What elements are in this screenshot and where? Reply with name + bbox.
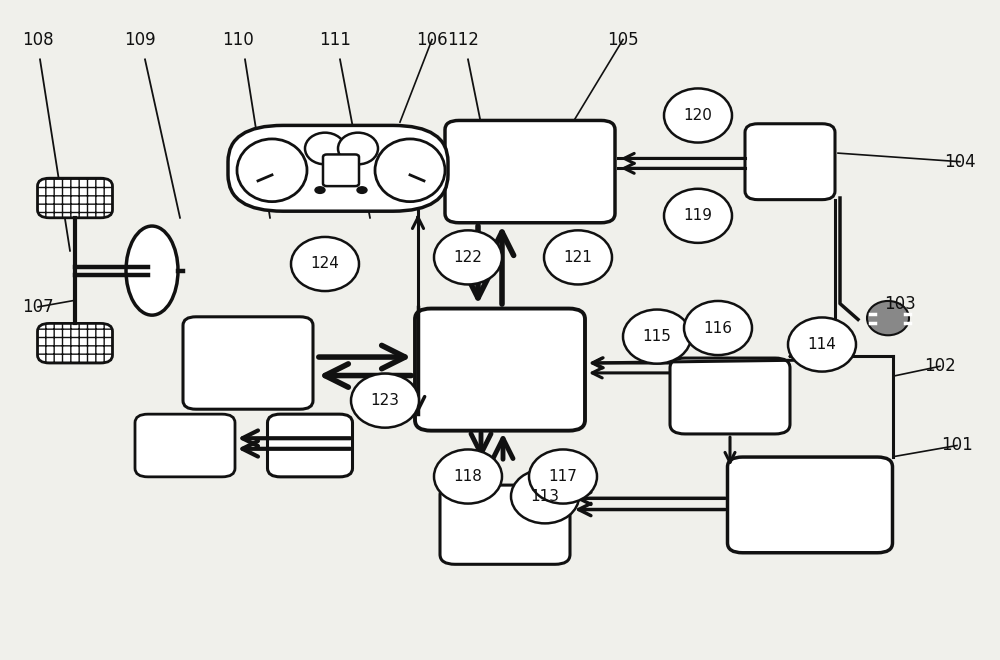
Text: 113: 113 xyxy=(530,489,560,504)
FancyBboxPatch shape xyxy=(415,309,585,430)
Text: 101: 101 xyxy=(941,436,973,455)
Text: 118: 118 xyxy=(454,469,482,484)
Text: 108: 108 xyxy=(22,30,54,49)
Text: 119: 119 xyxy=(684,209,712,223)
Text: 114: 114 xyxy=(808,337,836,352)
Ellipse shape xyxy=(375,139,445,202)
Ellipse shape xyxy=(434,230,502,284)
Text: 102: 102 xyxy=(924,357,956,376)
FancyBboxPatch shape xyxy=(670,358,790,434)
Ellipse shape xyxy=(305,133,345,164)
Text: 105: 105 xyxy=(607,30,639,49)
Text: 104: 104 xyxy=(944,152,976,171)
Ellipse shape xyxy=(511,469,579,523)
FancyBboxPatch shape xyxy=(745,124,835,199)
FancyBboxPatch shape xyxy=(445,121,615,223)
FancyBboxPatch shape xyxy=(38,323,112,363)
Ellipse shape xyxy=(684,301,752,355)
FancyBboxPatch shape xyxy=(183,317,313,409)
FancyBboxPatch shape xyxy=(728,457,893,553)
Ellipse shape xyxy=(664,189,732,243)
Ellipse shape xyxy=(867,301,909,335)
FancyBboxPatch shape xyxy=(268,414,353,477)
Ellipse shape xyxy=(664,88,732,143)
Ellipse shape xyxy=(529,449,597,504)
Text: 109: 109 xyxy=(124,30,156,49)
Text: 111: 111 xyxy=(319,30,351,49)
Ellipse shape xyxy=(338,133,378,164)
Circle shape xyxy=(357,187,367,193)
Ellipse shape xyxy=(126,226,178,315)
FancyBboxPatch shape xyxy=(135,414,235,477)
Ellipse shape xyxy=(291,237,359,291)
Ellipse shape xyxy=(237,139,307,202)
Text: 112: 112 xyxy=(447,30,479,49)
Text: 107: 107 xyxy=(22,298,54,316)
Text: 122: 122 xyxy=(454,250,482,265)
Text: 106: 106 xyxy=(416,30,448,49)
FancyBboxPatch shape xyxy=(38,178,112,218)
FancyBboxPatch shape xyxy=(323,154,359,186)
Ellipse shape xyxy=(544,230,612,284)
Circle shape xyxy=(315,187,325,193)
Ellipse shape xyxy=(623,310,691,364)
Ellipse shape xyxy=(788,317,856,372)
Ellipse shape xyxy=(434,449,502,504)
Text: 110: 110 xyxy=(222,30,254,49)
Text: 103: 103 xyxy=(884,294,916,313)
Text: 121: 121 xyxy=(564,250,592,265)
Text: 115: 115 xyxy=(643,329,671,344)
Text: 116: 116 xyxy=(704,321,732,335)
FancyBboxPatch shape xyxy=(440,485,570,564)
Text: 120: 120 xyxy=(684,108,712,123)
Text: 124: 124 xyxy=(311,257,339,271)
Text: 123: 123 xyxy=(370,393,400,408)
Ellipse shape xyxy=(351,374,419,428)
Text: 117: 117 xyxy=(549,469,577,484)
FancyBboxPatch shape xyxy=(228,125,448,211)
